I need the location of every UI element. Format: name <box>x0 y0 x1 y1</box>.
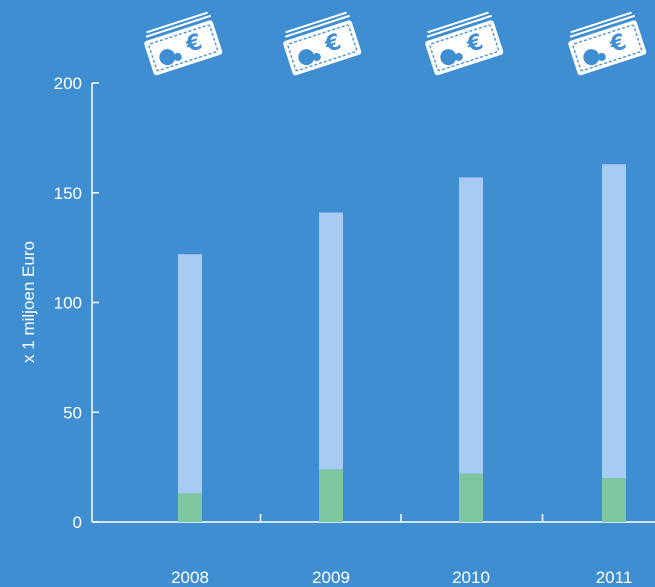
x-tick-label: 2011 <box>596 568 633 587</box>
bar-segment-top <box>459 177 483 474</box>
banknote-edge <box>426 14 492 38</box>
banknote-edge <box>569 14 635 38</box>
euro-symbol: € <box>463 29 486 58</box>
banknote-edge <box>284 14 350 38</box>
banknote-edge <box>427 11 489 34</box>
x-tick-label: 2010 <box>452 568 490 587</box>
banknote-coin <box>440 49 457 66</box>
euro-symbol: € <box>182 29 205 58</box>
euro-symbol: € <box>321 29 344 58</box>
euro-banknote-icon: € <box>425 11 504 76</box>
y-tick-label: 100 <box>54 294 82 313</box>
y-tick-label: 50 <box>63 403 82 422</box>
banknote-coin-small <box>312 52 321 61</box>
y-tick-label: 200 <box>54 74 82 93</box>
y-axis-title: x 1 miljoen Euro <box>19 241 38 363</box>
x-tick-label: 2008 <box>171 568 209 587</box>
banknote-edge <box>145 14 211 38</box>
y-tick-label: 150 <box>54 184 82 203</box>
banknote-coin <box>159 49 176 66</box>
banknote-icons: € € € € <box>144 11 647 76</box>
banknote-edge <box>570 11 632 34</box>
y-tick-label: 0 <box>73 513 82 532</box>
banknote-front <box>283 20 362 76</box>
banknote-front <box>425 20 504 76</box>
bar-segment-bottom <box>319 469 343 522</box>
banknote-edge <box>285 11 347 34</box>
bars <box>178 164 626 522</box>
bar-segment-bottom <box>459 473 483 522</box>
euro-banknote-icon: € <box>144 11 223 76</box>
bar-segment-top <box>178 254 202 494</box>
bar-segment-bottom <box>178 493 202 522</box>
banknote-front <box>568 20 647 76</box>
banknote-front <box>144 20 223 76</box>
bar-segment-top <box>602 164 626 479</box>
bar-segment-bottom <box>602 478 626 522</box>
banknote-coin-small <box>454 52 463 61</box>
banknote-coin <box>298 49 315 66</box>
banknote-edge <box>146 11 208 34</box>
banknote-border <box>572 24 643 72</box>
x-tick-label: 2009 <box>312 568 350 587</box>
banknote-coin-small <box>173 52 182 61</box>
euro-banknote-icon: € <box>568 11 647 76</box>
banknote-border <box>148 24 219 72</box>
euro-symbol: € <box>606 29 629 58</box>
banknote-coin <box>583 49 600 66</box>
bar-segment-top <box>319 212 343 470</box>
axes <box>91 82 655 523</box>
euro-banknote-icon: € <box>283 11 362 76</box>
banknote-coin-small <box>597 52 606 61</box>
tick-labels: 0 50 100 150 200 2008 2009 2010 2011 <box>54 74 633 587</box>
